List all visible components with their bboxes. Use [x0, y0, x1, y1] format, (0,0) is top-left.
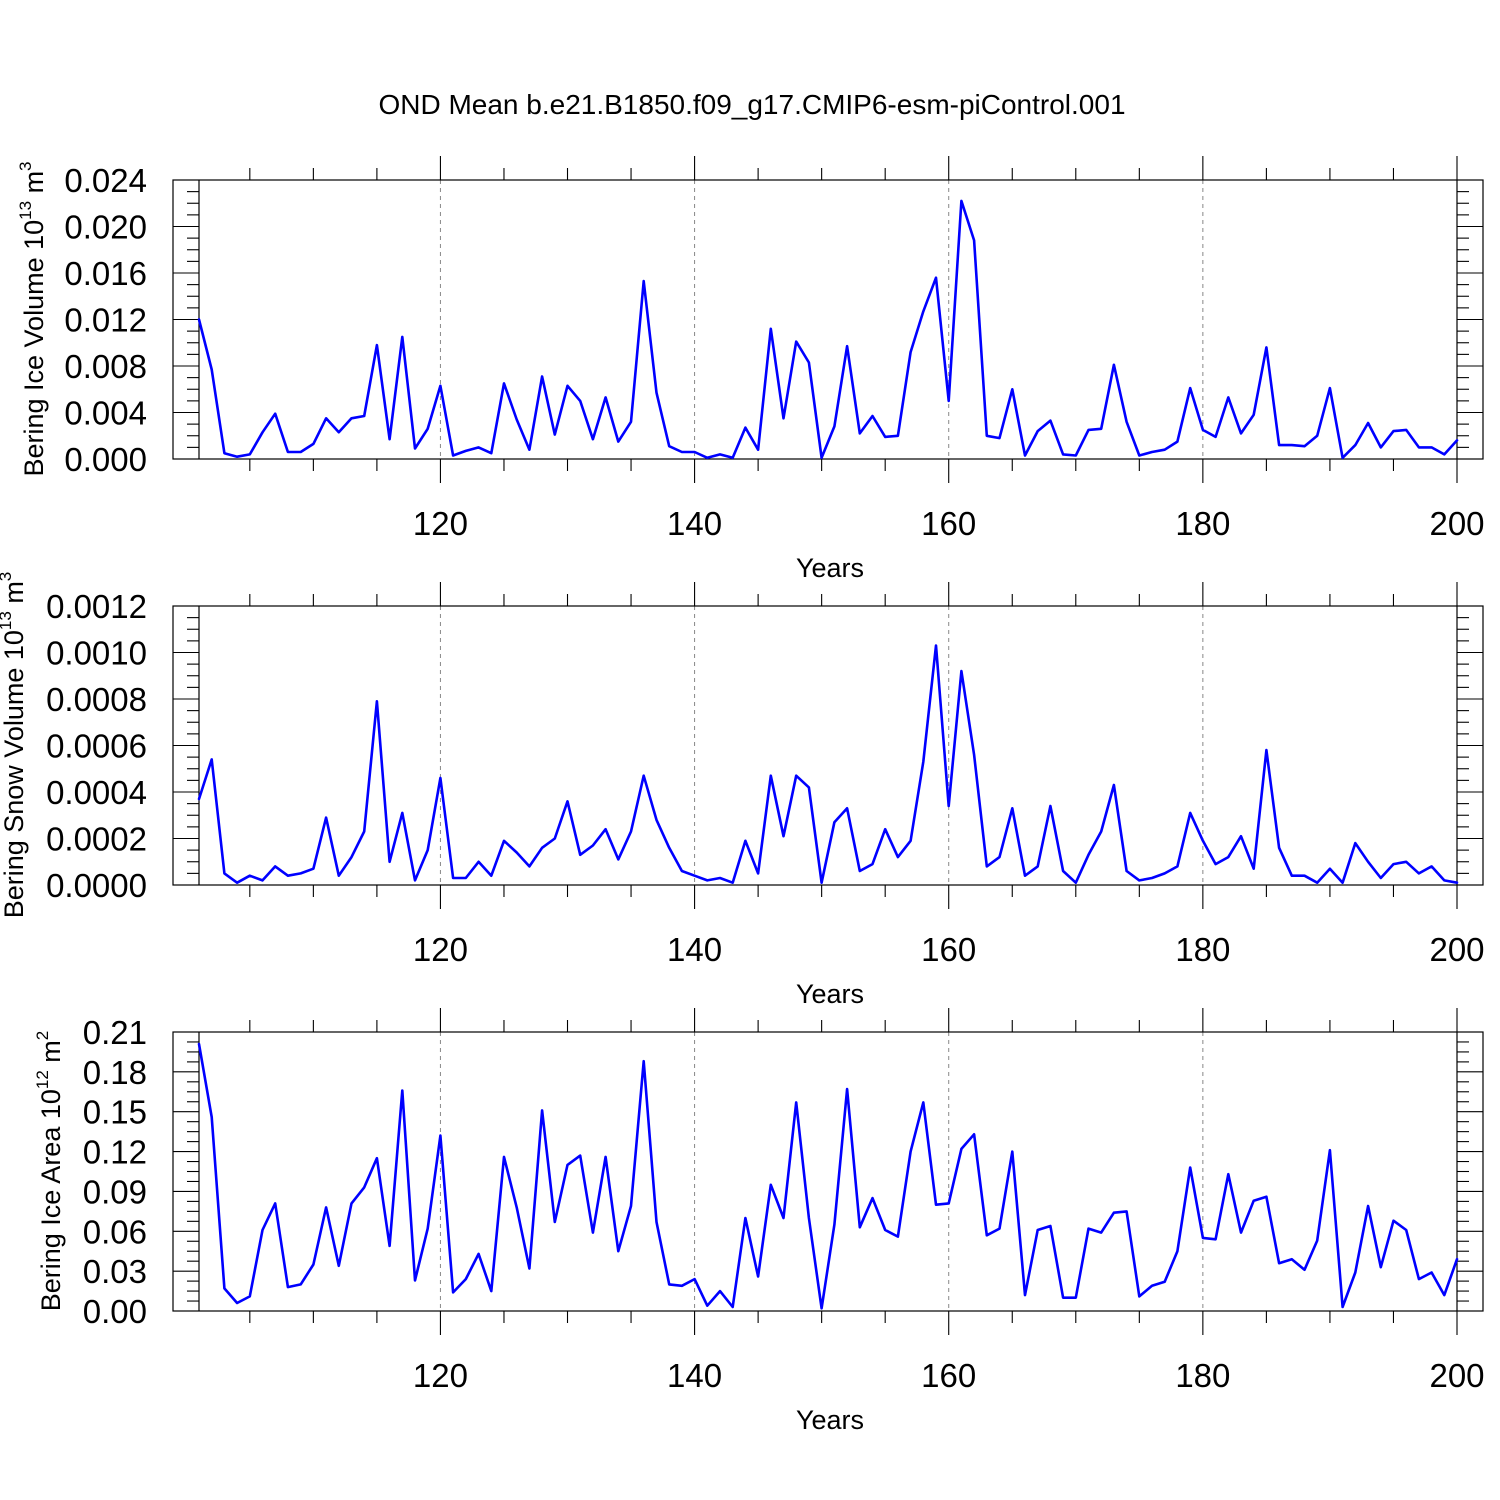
- panels: 120 140 160 180 200 Years 0.000 0.004 0.008 0.012…: [0, 156, 1485, 1435]
- y-tick-label: 0.016: [64, 255, 147, 292]
- y-tick-label: 0.00: [83, 1293, 147, 1330]
- y-axis-label: Bering Snow Volume 1013 m3: [0, 572, 29, 919]
- chart-panel-1: 120 140 160 180 200 Years 0.000 0.004 0.008 0.012…: [16, 156, 1485, 583]
- y-tick-label: 0.020: [64, 209, 147, 246]
- plot-frame: [172, 179, 1484, 460]
- x-tick-label: 200: [1429, 931, 1484, 968]
- y-tick-label: 0.0006: [46, 728, 147, 765]
- y-tick-label: 0.06: [83, 1213, 147, 1250]
- y-tick-label: 0.18: [83, 1054, 147, 1091]
- x-tick-label: 160: [921, 931, 976, 968]
- y-axis-label: Bering Ice Volume 1013 m3: [16, 161, 49, 476]
- y-tick-label: 0.000: [64, 441, 147, 478]
- x-tick-label: 140: [667, 1357, 722, 1394]
- y-tick-label: 0.024: [64, 162, 147, 199]
- x-tick-label: 180: [1175, 505, 1230, 542]
- x-tick-label: 180: [1175, 1357, 1230, 1394]
- y-tick-label: 0.0008: [46, 681, 147, 718]
- y-tick-label: 0.0010: [46, 635, 147, 672]
- y-tick-label: 0.09: [83, 1173, 147, 1210]
- y-tick-label: 0.03: [83, 1253, 147, 1290]
- x-tick-label: 160: [921, 505, 976, 542]
- series-line-3: [197, 1042, 1459, 1310]
- y-tick-label: 0.15: [83, 1094, 147, 1131]
- x-tick-label: 200: [1429, 505, 1484, 542]
- x-tick-label: 140: [667, 505, 722, 542]
- y-tick-label: 0.008: [64, 348, 147, 385]
- y-tick-label: 0.004: [64, 395, 147, 432]
- figure-title: OND Mean b.e21.B1850.f09_g17.CMIP6-esm-p…: [378, 89, 1125, 120]
- series-line-2: [197, 644, 1459, 885]
- x-tick-label: 180: [1175, 931, 1230, 968]
- y-tick-label: 0.12: [83, 1134, 147, 1171]
- y-tick-label: 0.0002: [46, 821, 147, 858]
- plot-frame: [172, 1031, 1484, 1312]
- x-tick-label: 140: [667, 931, 722, 968]
- series-line-1: [197, 199, 1459, 460]
- y-tick-label: 0.0004: [46, 774, 147, 811]
- plot-frame: [172, 605, 1484, 886]
- chart-panel-3: 120 140 160 180 200 Years 0.000.030.060.090.12…: [33, 1008, 1485, 1435]
- x-tick-label: 120: [413, 505, 468, 542]
- x-tick-label: 120: [413, 1357, 468, 1394]
- x-axis-label: Years: [796, 553, 864, 583]
- x-tick-label: 120: [413, 931, 468, 968]
- y-tick-label: 0.0000: [46, 867, 147, 904]
- x-tick-label: 200: [1429, 1357, 1484, 1394]
- x-tick-label: 160: [921, 1357, 976, 1394]
- x-axis-label: Years: [796, 979, 864, 1009]
- y-tick-label: 0.0012: [46, 588, 147, 625]
- y-tick-label: 0.012: [64, 302, 147, 339]
- chart-panel-2: 120 140 160 180 200 Years 0.0000 0.0002 0.0004 0.…: [0, 572, 1485, 1009]
- y-tick-label: 0.21: [83, 1014, 147, 1051]
- x-axis-label: Years: [796, 1405, 864, 1435]
- y-axis-label: Bering Ice Area 1012 m2: [33, 1031, 66, 1312]
